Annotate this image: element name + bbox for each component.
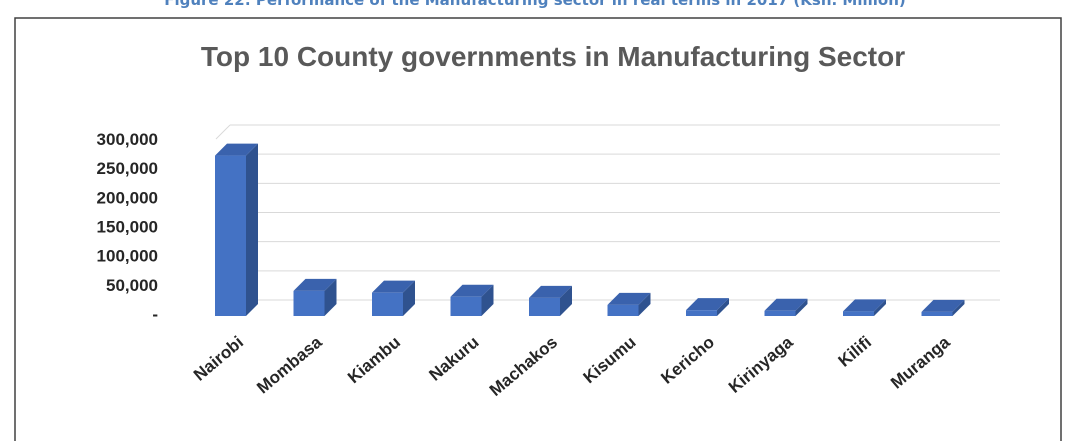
bar-front-face: [608, 305, 639, 316]
bar-front-face: [686, 310, 717, 316]
bar-front-face: [451, 297, 482, 316]
y-tick-label: 300,000: [97, 130, 158, 149]
bar-side-face: [246, 144, 258, 316]
y-tick-label: 250,000: [97, 159, 158, 178]
y-tick-label: -: [152, 305, 158, 324]
bar-nairobi: [215, 144, 258, 316]
y-tick-label: 150,000: [97, 218, 158, 237]
bar-mombasa: [294, 279, 337, 316]
y-tick-label: 200,000: [97, 188, 158, 207]
y-tick-label: 50,000: [106, 276, 158, 295]
bar-front-face: [215, 156, 246, 316]
bar-front-face: [922, 312, 953, 316]
bar-front-face: [529, 298, 560, 316]
bar-front-face: [765, 311, 796, 316]
bar-front-face: [294, 291, 325, 316]
bar-front-face: [372, 293, 403, 316]
y-tick-label: 100,000: [97, 247, 158, 266]
bar-front-face: [843, 311, 874, 316]
chart-title: Top 10 County governments in Manufacturi…: [201, 41, 905, 72]
